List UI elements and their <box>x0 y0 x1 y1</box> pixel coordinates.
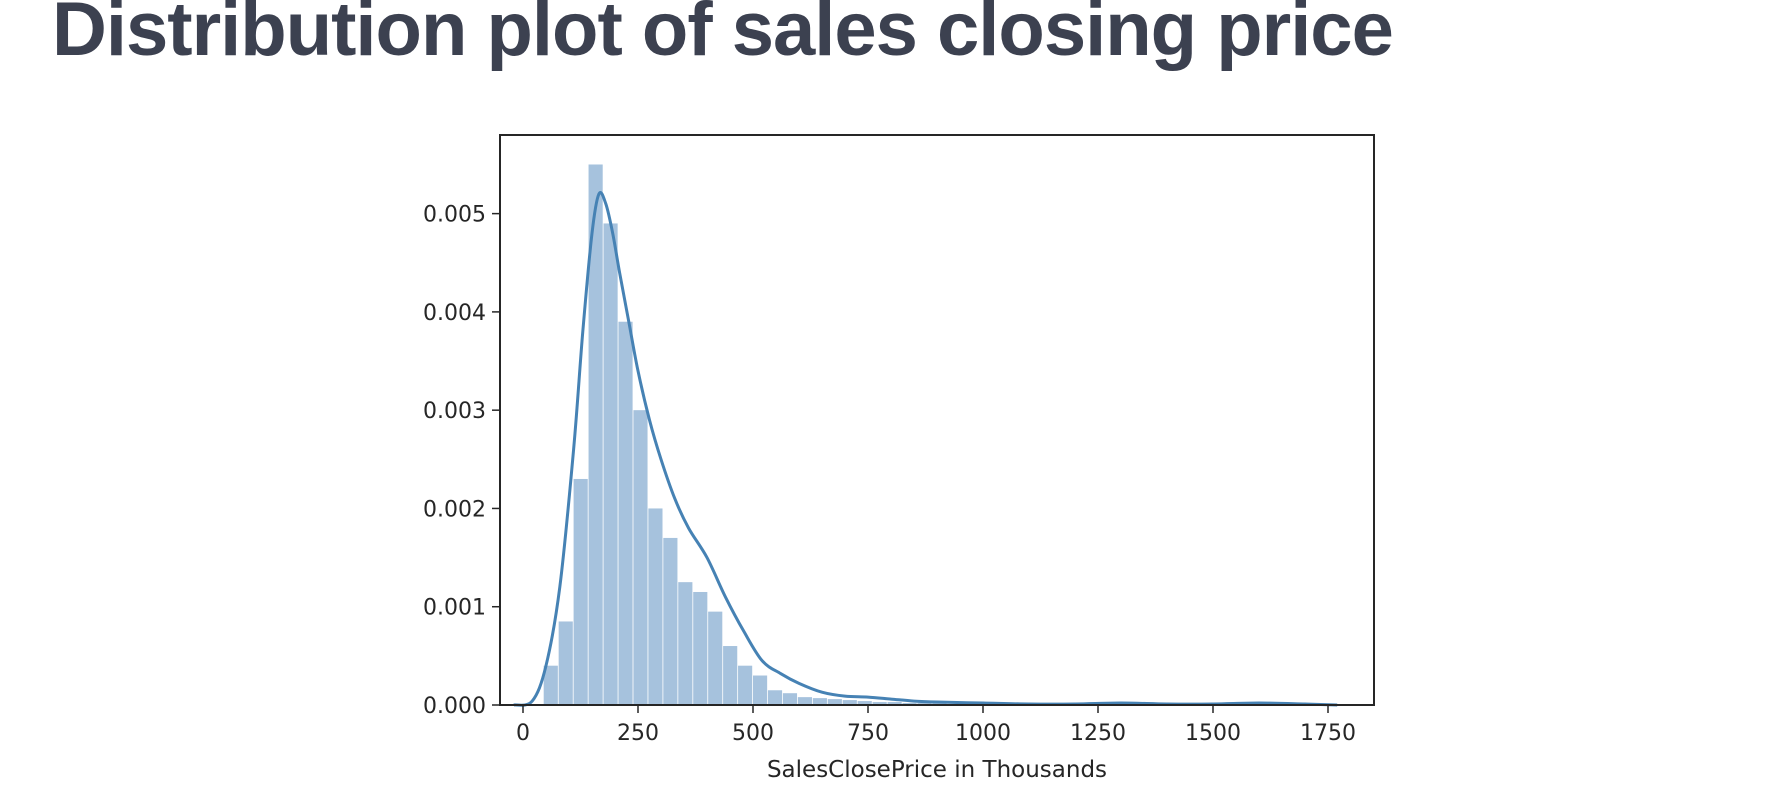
y-tick-label: 0.003 <box>423 399 486 424</box>
y-tick-label: 0.001 <box>423 596 486 621</box>
x-tick-label: 750 <box>847 721 889 746</box>
y-axis-ticks: 0.000 0.001 0.002 0.003 0.004 0.005 <box>423 203 500 719</box>
histogram-bar <box>738 665 753 705</box>
x-tick-label: 1750 <box>1300 721 1356 746</box>
histogram-bar <box>543 665 558 705</box>
histogram-bar <box>797 697 812 705</box>
y-tick-label: 0.002 <box>423 497 486 522</box>
y-tick-label: 0.004 <box>423 301 486 326</box>
x-axis-label: SalesClosePrice in Thousands <box>767 757 1107 783</box>
x-tick-label: 500 <box>732 721 774 746</box>
x-axis-ticks: 0 250 500 750 1000 1250 1500 1750 <box>516 705 1356 746</box>
histogram-bar <box>588 164 603 705</box>
histogram-bar <box>827 699 842 705</box>
x-tick-label: 1000 <box>955 721 1011 746</box>
histogram-bar <box>842 700 857 705</box>
x-tick-label: 0 <box>516 721 530 746</box>
histogram-bar <box>857 701 872 705</box>
page-title: Distribution plot of sales closing price <box>52 0 1394 72</box>
histogram-bar <box>887 702 902 705</box>
histogram-bar <box>723 646 738 705</box>
histogram-bar <box>678 582 693 705</box>
histogram-bar <box>753 675 768 705</box>
histogram-bar <box>633 410 648 705</box>
histogram-bar <box>693 591 708 705</box>
y-tick-label: 0.000 <box>423 694 486 719</box>
histogram-bar <box>603 223 618 705</box>
y-tick-label: 0.005 <box>423 203 486 228</box>
x-tick-label: 1250 <box>1070 721 1126 746</box>
histogram-bar <box>558 621 573 705</box>
histogram-bars <box>543 164 1321 705</box>
histogram-bar <box>663 537 678 705</box>
histogram-bar <box>618 321 633 705</box>
histogram-bar <box>708 611 723 705</box>
histogram-bar <box>872 702 887 705</box>
histogram-bar <box>767 690 783 705</box>
plot-frame <box>499 134 1375 706</box>
histogram-bar <box>812 698 827 705</box>
histogram-bar <box>648 508 663 705</box>
x-tick-label: 250 <box>617 721 659 746</box>
x-tick-label: 1500 <box>1185 721 1241 746</box>
histogram-bar <box>573 478 588 705</box>
histogram-bar <box>782 693 798 705</box>
